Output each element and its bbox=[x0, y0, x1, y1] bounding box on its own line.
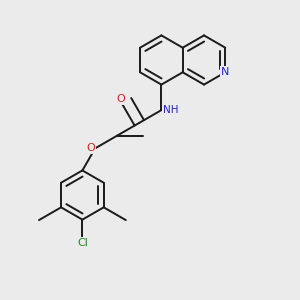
Text: NH: NH bbox=[163, 105, 179, 115]
Text: O: O bbox=[86, 143, 95, 153]
Text: N: N bbox=[221, 67, 230, 77]
Text: Cl: Cl bbox=[77, 238, 88, 248]
Text: O: O bbox=[117, 94, 125, 104]
